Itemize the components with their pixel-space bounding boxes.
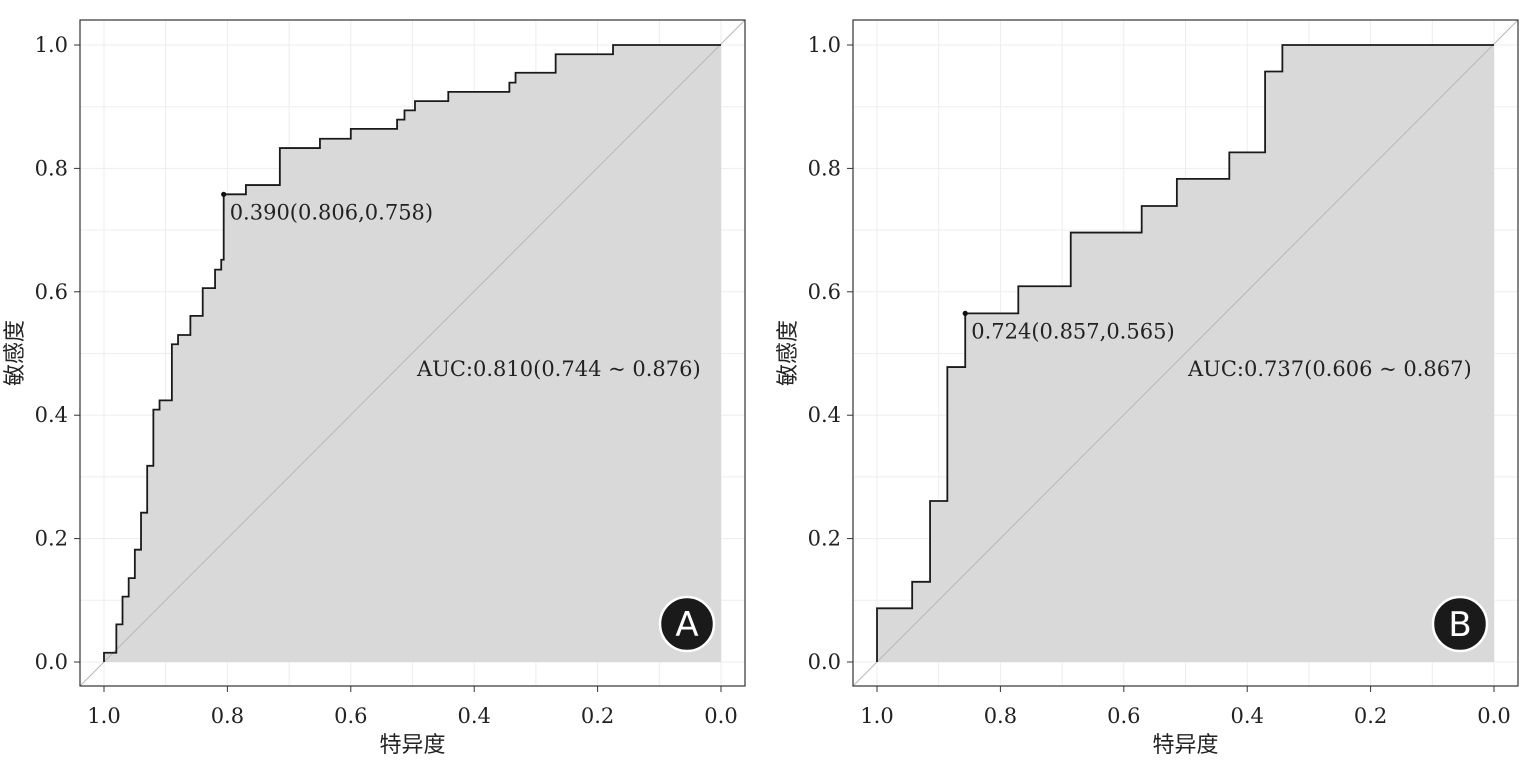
auc-label: AUC:0.810(0.744 ~ 0.876) [416,357,701,381]
panel-badge [1431,595,1489,653]
y-tick-label: 0.0 [808,650,841,674]
y-tick-label: 0.4 [35,403,68,427]
y-tick-label: 0.6 [35,280,68,304]
roc-curve-line [103,44,721,662]
x-tick-label: 1.0 [87,704,120,728]
panel-badge [658,595,716,653]
reference-diagonal [852,19,1519,687]
y-tick-label: 1.0 [808,33,841,57]
y-tick-label: 0.2 [35,527,68,551]
roc-panel-b: 1.0 0.8 0.6 0.4 0.2 0.0 0.0 0.2 0.4 0.6 0.8 1.0 特异度 敏… [776,19,1519,758]
cutoff-label: 0.724(0.857,0.565) [971,319,1174,343]
y-tick-label: 1.0 [35,33,68,57]
y-tick-label: 0.0 [35,650,68,674]
panel-badge-label: A [675,605,698,645]
cutoff-label: 0.390(0.806,0.758) [230,200,433,224]
x-tick-label: 0.8 [984,704,1017,728]
x-tick-label: 0.4 [457,704,490,728]
x-tick-label: 0.4 [1230,704,1263,728]
plot-border [852,19,1519,687]
reference-diagonal [79,19,746,687]
y-axis-title: 敏感度 [3,320,28,386]
y-tick-label: 0.8 [35,156,68,180]
x-tick-label: 0.0 [704,704,737,728]
x-tick-label: 0.6 [334,704,367,728]
cutoff-point [221,191,227,197]
x-tick-label: 0.0 [1477,704,1510,728]
y-tick-label: 0.2 [808,527,841,551]
x-tick-label: 0.8 [211,704,244,728]
y-tick-label: 0.6 [808,280,841,304]
x-tick-label: 0.6 [1107,704,1140,728]
plot-border [79,19,746,687]
y-tick-label: 0.4 [808,403,841,427]
cutoff-point [962,310,968,316]
x-tick-label: 0.2 [581,704,614,728]
x-tick-label: 1.0 [860,704,893,728]
panel-badge-label: B [1448,605,1471,645]
x-axis-title: 特异度 [379,733,445,758]
y-axis-title: 敏感度 [776,320,801,386]
auc-label: AUC:0.737(0.606 ~ 0.867) [1187,357,1472,381]
x-tick-label: 0.2 [1354,704,1387,728]
x-axis-title: 特异度 [1152,733,1218,758]
roc-curve-line [876,44,1494,662]
roc-panel-a: 1.0 0.8 0.6 0.4 0.2 0.0 0.0 0.2 0.4 0.6 0.8 1.0 特异度 敏… [3,19,746,758]
y-tick-label: 0.8 [808,156,841,180]
